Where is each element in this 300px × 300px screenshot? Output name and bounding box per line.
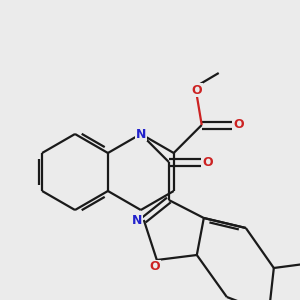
- Text: O: O: [202, 155, 213, 169]
- Text: N: N: [136, 128, 146, 140]
- Text: O: O: [191, 83, 202, 97]
- Text: N: N: [132, 214, 142, 226]
- Text: O: O: [233, 118, 244, 131]
- Text: O: O: [149, 260, 160, 274]
